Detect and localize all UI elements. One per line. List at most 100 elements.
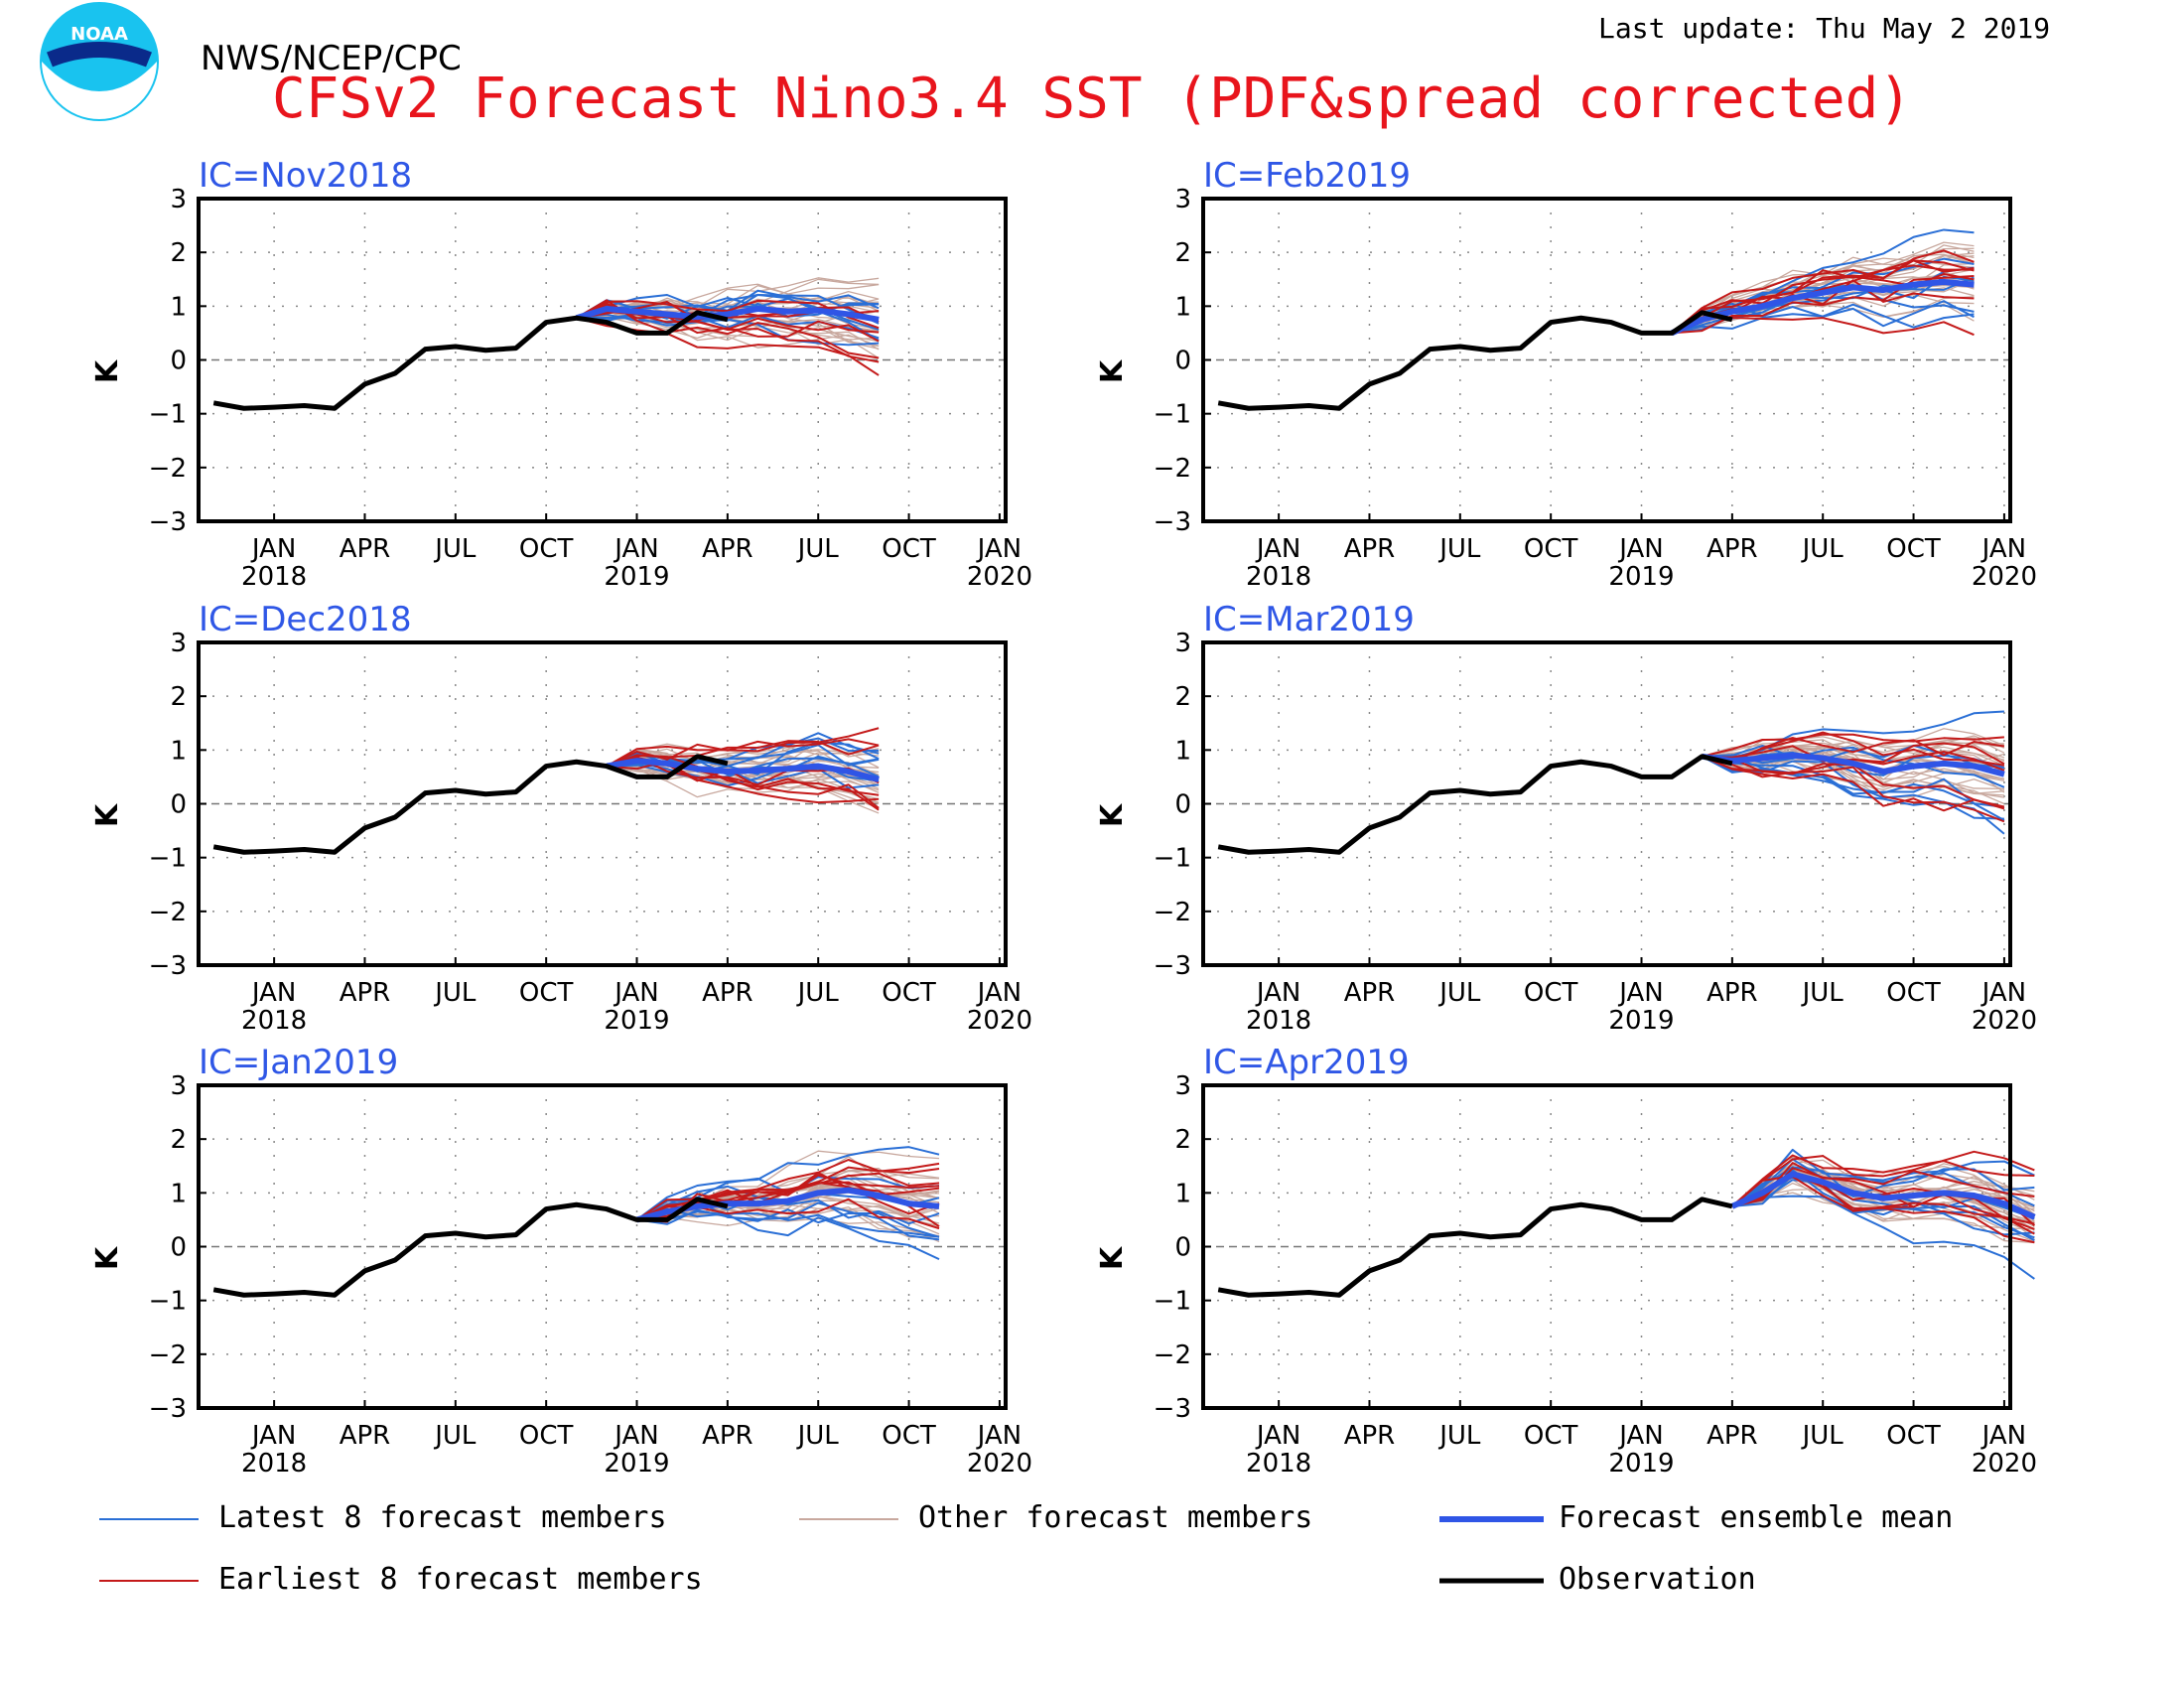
x-tick-label-year: 2019 bbox=[1608, 1006, 1674, 1036]
panel-title: IC=Nov2018 bbox=[199, 156, 412, 196]
y-tick-label: 1 bbox=[1174, 1179, 1191, 1208]
y-axis-label: K bbox=[90, 1245, 125, 1270]
x-tick-label-month: JAN bbox=[613, 1421, 658, 1451]
y-tick-label: −3 bbox=[1154, 951, 1191, 981]
y-tick-label: −3 bbox=[149, 1394, 187, 1424]
x-tick-label-month: JAN bbox=[1617, 534, 1663, 564]
x-tick-label-year: 2018 bbox=[241, 562, 307, 592]
x-tick-label-month: OCT bbox=[882, 534, 936, 564]
x-tick-label-month: OCT bbox=[1886, 1421, 1941, 1451]
x-tick-label-month: APR bbox=[1344, 1421, 1396, 1451]
x-tick-label-month: APR bbox=[340, 534, 391, 564]
y-tick-label: −1 bbox=[1154, 400, 1191, 430]
panel-title: IC=Dec2018 bbox=[199, 600, 412, 639]
y-tick-label: 2 bbox=[170, 682, 187, 712]
y-tick-label: 1 bbox=[1174, 292, 1191, 322]
plot-frame bbox=[197, 1083, 1008, 1410]
x-tick-label-month: JAN bbox=[976, 534, 1022, 564]
x-tick-label-month: JUL bbox=[1801, 534, 1844, 564]
x-tick-label-year: 2019 bbox=[1608, 1449, 1674, 1479]
x-tick-label-year: 2019 bbox=[604, 1449, 669, 1479]
x-tick-label-month: JAN bbox=[1255, 1421, 1300, 1451]
agency-label: NWS/NCEP/CPC bbox=[201, 39, 462, 78]
observation-line bbox=[212, 1197, 729, 1298]
latest-member-line bbox=[635, 1198, 940, 1241]
x-tick-label-month: OCT bbox=[1886, 534, 1941, 564]
panel-title: IC=Apr2019 bbox=[1203, 1043, 1410, 1082]
plot-frame bbox=[197, 640, 1008, 967]
x-tick-label-month: JAN bbox=[250, 978, 296, 1008]
x-tick-label-year: 2018 bbox=[241, 1006, 307, 1036]
y-axis-label: K bbox=[90, 802, 125, 827]
x-tick-label-month: JAN bbox=[976, 1421, 1022, 1451]
y-tick-label: −3 bbox=[149, 951, 187, 981]
x-tick-label-month: JAN bbox=[1617, 1421, 1663, 1451]
earliest-member-line bbox=[1731, 1162, 2035, 1207]
x-tick-label-month: APR bbox=[702, 534, 753, 564]
y-tick-label: −2 bbox=[149, 1340, 187, 1370]
x-tick-label-month: APR bbox=[702, 1421, 753, 1451]
other-member-line bbox=[1671, 241, 1975, 334]
y-tick-label: −2 bbox=[149, 454, 187, 484]
legend-label-observation: Observation bbox=[1559, 1562, 1756, 1597]
observation-line bbox=[1217, 310, 1733, 411]
y-tick-label: 3 bbox=[170, 185, 187, 214]
y-tick-label: 0 bbox=[1174, 347, 1191, 376]
x-tick-label-year: 2020 bbox=[1972, 1006, 2037, 1036]
ensemble-mean-line bbox=[1701, 752, 2005, 777]
earliest-member-line bbox=[1731, 1154, 2035, 1207]
legend-label-other: Other forecast members bbox=[918, 1500, 1312, 1535]
y-tick-label: 3 bbox=[170, 629, 187, 658]
x-tick-label-month: JUL bbox=[1437, 978, 1481, 1008]
x-tick-label-month: OCT bbox=[882, 978, 936, 1008]
x-tick-label-month: APR bbox=[1706, 534, 1758, 564]
latest-member-line bbox=[636, 1207, 940, 1238]
plot-frame bbox=[1201, 640, 2012, 967]
x-tick-label-month: JAN bbox=[613, 534, 658, 564]
observation-line bbox=[1217, 1197, 1733, 1298]
x-tick-label-month: JUL bbox=[433, 534, 477, 564]
x-tick-label-year: 2020 bbox=[1972, 562, 2037, 592]
x-tick-label-month: JAN bbox=[1980, 534, 2026, 564]
latest-member-line bbox=[576, 294, 880, 325]
x-tick-label-month: JAN bbox=[250, 534, 296, 564]
y-tick-label: −1 bbox=[149, 844, 187, 874]
x-tick-label-month: OCT bbox=[519, 534, 574, 564]
y-tick-label: −1 bbox=[149, 1287, 187, 1317]
y-tick-label: 3 bbox=[1174, 1071, 1191, 1101]
y-tick-label: 0 bbox=[170, 1233, 187, 1263]
x-tick-label-month: APR bbox=[1706, 978, 1758, 1008]
ensemble-mean-line bbox=[1730, 1171, 2036, 1220]
x-tick-label-month: JUL bbox=[1801, 978, 1844, 1008]
y-tick-label: 3 bbox=[1174, 629, 1191, 658]
y-tick-label: 3 bbox=[170, 1071, 187, 1101]
x-tick-label-month: OCT bbox=[1886, 978, 1941, 1008]
observation-line bbox=[1217, 754, 1733, 855]
x-tick-label-month: JAN bbox=[1255, 978, 1300, 1008]
earliest-member-line bbox=[635, 1174, 940, 1221]
y-tick-label: 1 bbox=[170, 736, 187, 766]
y-tick-label: 1 bbox=[1174, 736, 1191, 766]
y-tick-label: −2 bbox=[1154, 454, 1191, 484]
x-tick-label-month: APR bbox=[1706, 1421, 1758, 1451]
earliest-member-line bbox=[606, 727, 880, 768]
y-tick-label: −2 bbox=[1154, 1340, 1191, 1370]
x-tick-label-month: JUL bbox=[1437, 534, 1481, 564]
plot-frame bbox=[1201, 1083, 2012, 1410]
x-tick-label-year: 2020 bbox=[1972, 1449, 2037, 1479]
x-tick-label-month: OCT bbox=[519, 978, 574, 1008]
earliest-member-line bbox=[606, 738, 880, 768]
x-tick-label-year: 2018 bbox=[241, 1449, 307, 1479]
latest-member-line bbox=[1702, 755, 2005, 808]
y-tick-label: 3 bbox=[1174, 185, 1191, 214]
y-tick-label: −1 bbox=[1154, 1287, 1191, 1317]
y-axis-label: K bbox=[1095, 1245, 1130, 1270]
y-tick-label: 1 bbox=[170, 292, 187, 322]
x-tick-label-month: JAN bbox=[1255, 534, 1300, 564]
